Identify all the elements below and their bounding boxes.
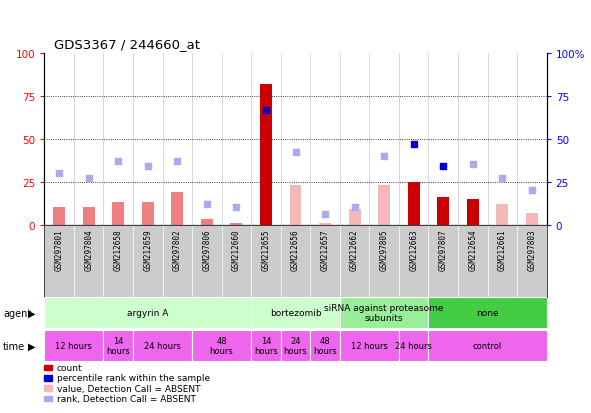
Text: GSM297803: GSM297803: [527, 229, 537, 270]
Text: GSM297807: GSM297807: [439, 229, 448, 270]
Point: [468, 162, 478, 169]
Text: GSM212657: GSM212657: [320, 229, 330, 270]
Text: GSM297802: GSM297802: [173, 229, 182, 270]
Text: 24
hours: 24 hours: [284, 336, 307, 356]
Text: 24 hours: 24 hours: [144, 342, 181, 350]
Text: 14
hours: 14 hours: [254, 336, 278, 356]
Bar: [467, 199, 479, 225]
FancyBboxPatch shape: [281, 330, 310, 361]
FancyBboxPatch shape: [310, 330, 340, 361]
Bar: [378, 186, 390, 225]
Text: GSM212659: GSM212659: [143, 229, 152, 270]
FancyBboxPatch shape: [340, 330, 399, 361]
Text: value, Detection Call = ABSENT: value, Detection Call = ABSENT: [57, 384, 200, 393]
Text: count: count: [57, 363, 82, 372]
Text: GSM212661: GSM212661: [498, 229, 507, 270]
Point: [498, 176, 507, 182]
Text: GSM212662: GSM212662: [350, 229, 359, 270]
Point: [143, 164, 152, 170]
FancyBboxPatch shape: [44, 297, 251, 328]
Bar: [408, 182, 420, 225]
Point: [350, 204, 359, 211]
Bar: [526, 213, 538, 225]
Bar: [290, 186, 301, 225]
Text: rank, Detection Call = ABSENT: rank, Detection Call = ABSENT: [57, 394, 196, 403]
FancyBboxPatch shape: [44, 330, 103, 361]
Text: GSM297801: GSM297801: [54, 229, 64, 270]
Text: bortezomib: bortezomib: [269, 309, 322, 317]
Point: [291, 150, 300, 157]
Text: 12 hours: 12 hours: [56, 342, 92, 350]
Text: 24 hours: 24 hours: [395, 342, 432, 350]
Bar: [319, 223, 331, 225]
Bar: [171, 192, 183, 225]
FancyBboxPatch shape: [428, 297, 547, 328]
Point: [439, 164, 448, 170]
FancyBboxPatch shape: [399, 330, 428, 361]
Text: 48
hours: 48 hours: [313, 336, 337, 356]
Point: [173, 158, 182, 165]
Text: GSM212658: GSM212658: [113, 229, 123, 270]
Text: GSM212660: GSM212660: [232, 229, 241, 270]
Bar: [53, 208, 65, 225]
Text: argyrin A: argyrin A: [127, 309, 168, 317]
Point: [54, 170, 64, 177]
Text: agent: agent: [3, 308, 31, 318]
Text: percentile rank within the sample: percentile rank within the sample: [57, 373, 210, 382]
Bar: [230, 223, 242, 225]
Bar: [349, 210, 361, 225]
Text: control: control: [473, 342, 502, 350]
Point: [320, 211, 330, 218]
Point: [261, 107, 271, 114]
Point: [113, 158, 123, 165]
Point: [527, 188, 537, 194]
Bar: [437, 198, 449, 225]
FancyBboxPatch shape: [251, 330, 281, 361]
Text: GSM297806: GSM297806: [202, 229, 212, 270]
Bar: [201, 220, 213, 225]
Text: GSM212655: GSM212655: [261, 229, 271, 270]
Bar: [260, 85, 272, 225]
Text: GSM297804: GSM297804: [84, 229, 93, 270]
Bar: [496, 204, 508, 225]
Text: GSM212663: GSM212663: [409, 229, 418, 270]
FancyBboxPatch shape: [103, 330, 133, 361]
Point: [409, 141, 418, 148]
Text: ▶: ▶: [28, 341, 36, 351]
Bar: [142, 203, 154, 225]
FancyBboxPatch shape: [133, 330, 192, 361]
Text: GSM297805: GSM297805: [379, 229, 389, 270]
Point: [232, 204, 241, 211]
Text: siRNA against proteasome
subunits: siRNA against proteasome subunits: [324, 303, 444, 323]
Bar: [112, 203, 124, 225]
FancyBboxPatch shape: [340, 297, 428, 328]
Text: GSM212656: GSM212656: [291, 229, 300, 270]
Bar: [83, 208, 95, 225]
Point: [379, 153, 389, 160]
Text: ▶: ▶: [28, 308, 36, 318]
Text: GSM212654: GSM212654: [468, 229, 478, 270]
Text: time: time: [3, 341, 25, 351]
Text: 48
hours: 48 hours: [210, 336, 233, 356]
Text: 14
hours: 14 hours: [106, 336, 130, 356]
Point: [202, 201, 212, 208]
FancyBboxPatch shape: [251, 297, 340, 328]
Point: [84, 176, 93, 182]
FancyBboxPatch shape: [428, 330, 547, 361]
Text: GDS3367 / 244660_at: GDS3367 / 244660_at: [54, 38, 200, 51]
Text: none: none: [476, 309, 499, 317]
Text: 12 hours: 12 hours: [351, 342, 388, 350]
FancyBboxPatch shape: [192, 330, 251, 361]
